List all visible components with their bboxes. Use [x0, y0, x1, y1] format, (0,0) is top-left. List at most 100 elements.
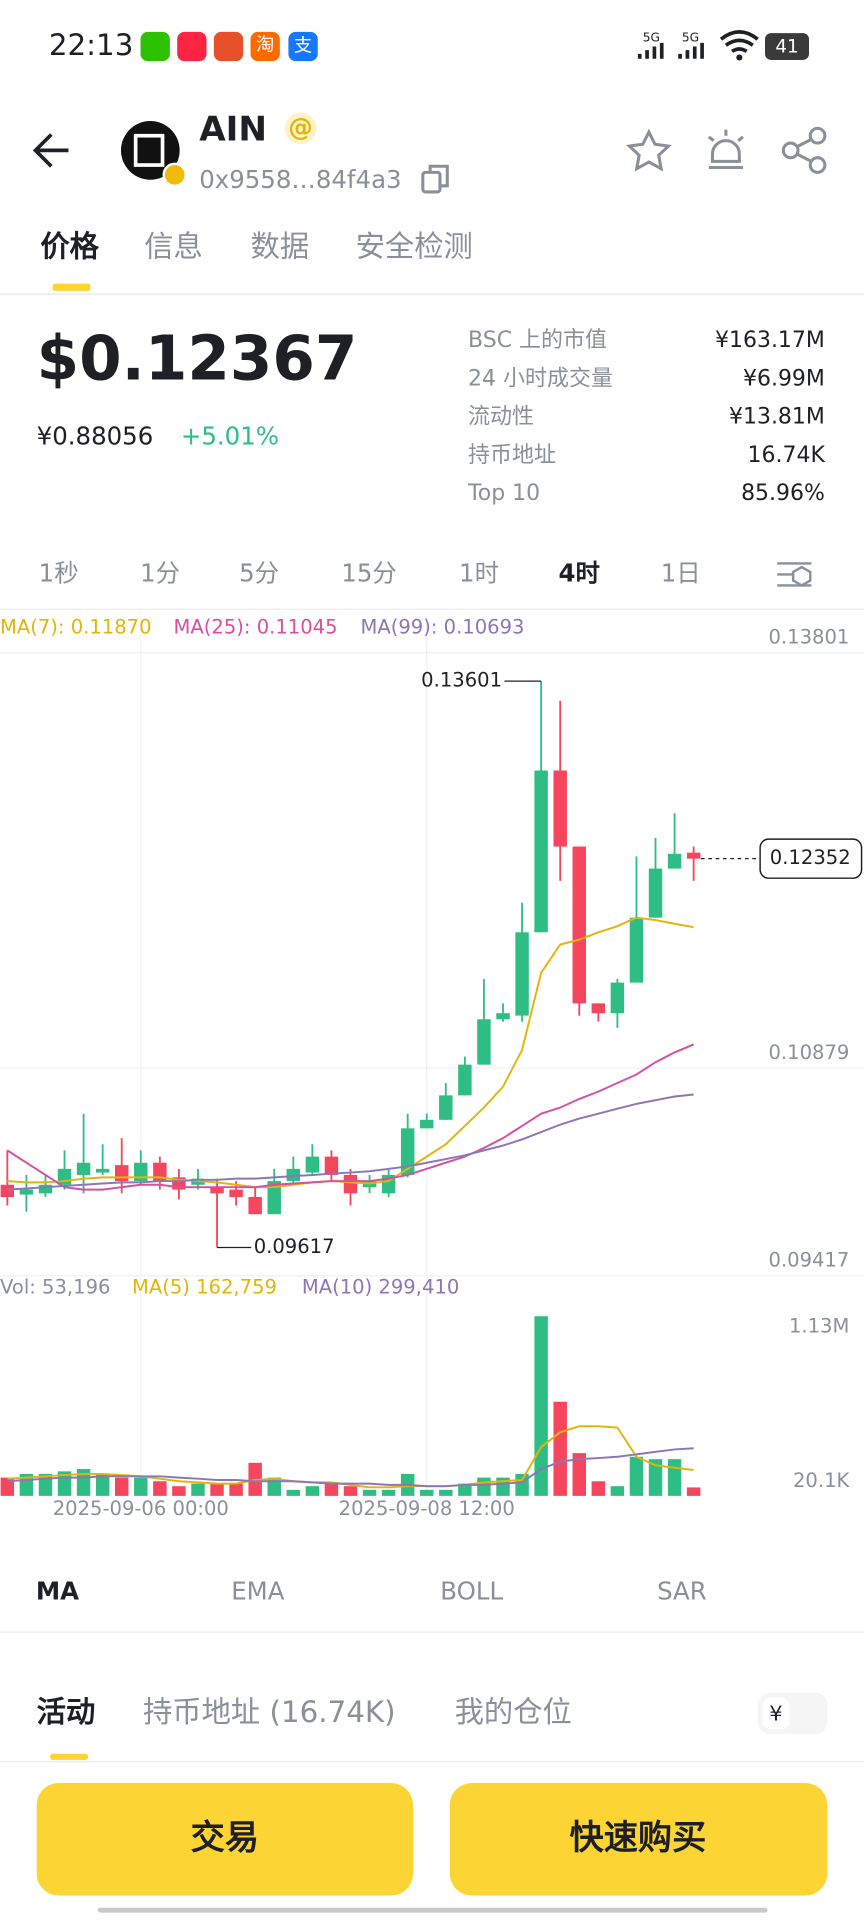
volume-ma-line	[7, 1447, 694, 1488]
current-price-box	[759, 838, 863, 879]
network-label: 5G	[643, 30, 660, 44]
candle-body	[114, 1165, 129, 1182]
trade-button-label: 交易	[191, 1818, 259, 1858]
candle-body	[0, 1184, 15, 1198]
divider	[0, 293, 864, 296]
candle-body	[19, 1189, 34, 1195]
volume-bar	[610, 1486, 625, 1496]
app-icon	[250, 31, 280, 62]
volume-bar	[343, 1486, 358, 1496]
home-indicator	[97, 1907, 768, 1913]
bottom-tab[interactable]: 活动	[37, 1695, 96, 1729]
volume-bar	[629, 1456, 644, 1496]
volume-bar	[667, 1459, 682, 1496]
price-change: +5.01%	[181, 422, 279, 451]
legend-entry: MA(25): 0.11045	[174, 616, 338, 639]
volume-ma-line	[7, 1425, 694, 1489]
legend-entry: Vol: 53,196	[0, 1276, 110, 1299]
candle-body	[229, 1189, 243, 1198]
favorite-button[interactable]	[625, 128, 672, 172]
stat-value: ¥6.99M	[743, 366, 825, 391]
candle-body	[591, 1003, 606, 1014]
y-tick-label: 1.13M	[789, 1315, 849, 1338]
tab[interactable]: 信息	[144, 230, 203, 264]
candle-body	[38, 1184, 53, 1194]
chart-settings[interactable]	[777, 562, 812, 587]
divider	[0, 1631, 864, 1633]
app-icon	[213, 31, 244, 62]
battery-level: 41	[775, 37, 798, 58]
tab[interactable]: 数据	[251, 230, 310, 264]
interval-tab[interactable]: 1日	[661, 558, 701, 587]
app-icon	[140, 31, 170, 62]
legend-entry: MA(7): 0.11870	[0, 616, 152, 639]
volume-bar	[381, 1489, 396, 1496]
volume-bar	[686, 1487, 701, 1496]
ma-line	[6, 1043, 695, 1191]
candle-body	[572, 846, 586, 1004]
candle-body	[267, 1181, 281, 1215]
app-icon-label: 淘	[256, 34, 274, 55]
current-price-label: 0.12352	[770, 846, 851, 869]
stat-label: Top 10	[467, 481, 540, 506]
divider	[0, 608, 864, 610]
bottom-tab[interactable]: 我的仓位	[455, 1695, 572, 1729]
candle-body	[496, 1013, 510, 1020]
wifi-icon	[719, 30, 759, 53]
x-tick-label: 2025-09-06 00:00	[53, 1497, 229, 1520]
interval-tab[interactable]: 1时	[459, 558, 499, 587]
interval-tab[interactable]: 15分	[341, 558, 397, 587]
interval-tab[interactable]: 4时	[559, 558, 600, 587]
alert-button[interactable]	[707, 129, 744, 170]
candle-body	[286, 1168, 301, 1182]
volume-bar	[286, 1489, 301, 1496]
stat-label: 流动性	[468, 405, 534, 430]
volume-bar	[114, 1477, 129, 1496]
candle-body	[439, 1095, 453, 1120]
signal-icon	[637, 42, 664, 59]
volume-bar	[0, 1477, 15, 1496]
legend-entry: MA(5) 162,759	[132, 1276, 277, 1299]
signal-icon	[678, 42, 704, 59]
indicator-tab[interactable]: SAR	[657, 1576, 707, 1605]
candle-body	[343, 1174, 358, 1194]
candle-body	[420, 1119, 434, 1129]
indicator-tab[interactable]: EMA	[231, 1576, 285, 1605]
volume-bar	[134, 1477, 148, 1496]
volume-bar	[648, 1459, 663, 1496]
tab[interactable]: 价格	[40, 230, 99, 264]
y-tick-label: 0.10879	[768, 1041, 849, 1064]
badge: @	[288, 112, 312, 141]
bottom-tab[interactable]: 持币地址 (16.74K)	[143, 1695, 396, 1729]
candle-body	[629, 917, 644, 983]
trade-button[interactable]	[36, 1783, 414, 1896]
volume-bar	[362, 1489, 377, 1496]
y-tick-label: 0.09417	[768, 1249, 849, 1272]
token-symbol: AIN	[199, 109, 267, 149]
volume-bar	[305, 1486, 320, 1496]
volume-bar	[591, 1481, 606, 1496]
candle-body	[515, 932, 529, 1016]
candle-body	[210, 1187, 224, 1194]
candle-body	[648, 868, 663, 918]
app-icon-label: 支	[294, 36, 312, 57]
copy-button[interactable]	[421, 164, 449, 194]
tab[interactable]: 安全检测	[356, 230, 473, 264]
stat-label: 24 小时成交量	[468, 366, 613, 391]
candle-body	[324, 1156, 339, 1175]
interval-tab[interactable]: 5分	[239, 558, 279, 587]
indicator-tab[interactable]: BOLL	[440, 1576, 503, 1605]
stat-value: 85.96%	[741, 481, 825, 506]
volume-bar	[153, 1481, 167, 1496]
volume-bar	[191, 1483, 205, 1496]
back-button[interactable]	[32, 133, 69, 168]
quick-buy-button-label: 快速购买	[570, 1818, 707, 1858]
interval-tab[interactable]: 1分	[140, 558, 180, 587]
share-button[interactable]	[781, 126, 827, 174]
indicator-tab[interactable]: MA	[36, 1576, 79, 1605]
interval-tab[interactable]: 1秒	[39, 558, 79, 587]
price-cny: ¥0.88056	[37, 422, 154, 451]
volume-bar	[324, 1483, 339, 1496]
quick-buy-button[interactable]	[449, 1783, 828, 1896]
